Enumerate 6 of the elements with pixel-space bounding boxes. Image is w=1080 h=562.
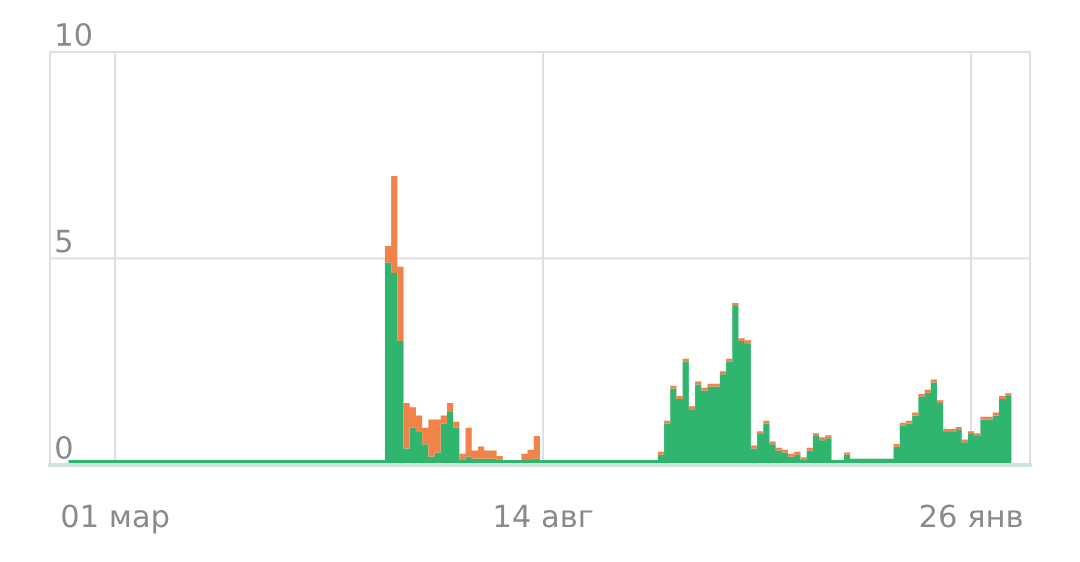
x-tick-label: 26 янв: [920, 504, 1022, 528]
y-tick-label: 10: [57, 22, 92, 47]
y-tick-label: 5: [56, 229, 71, 253]
y-tick-label: 0: [56, 435, 72, 460]
x-tick-label: 14 авг: [495, 504, 593, 528]
x-tick-label: 01 мар: [62, 504, 169, 534]
